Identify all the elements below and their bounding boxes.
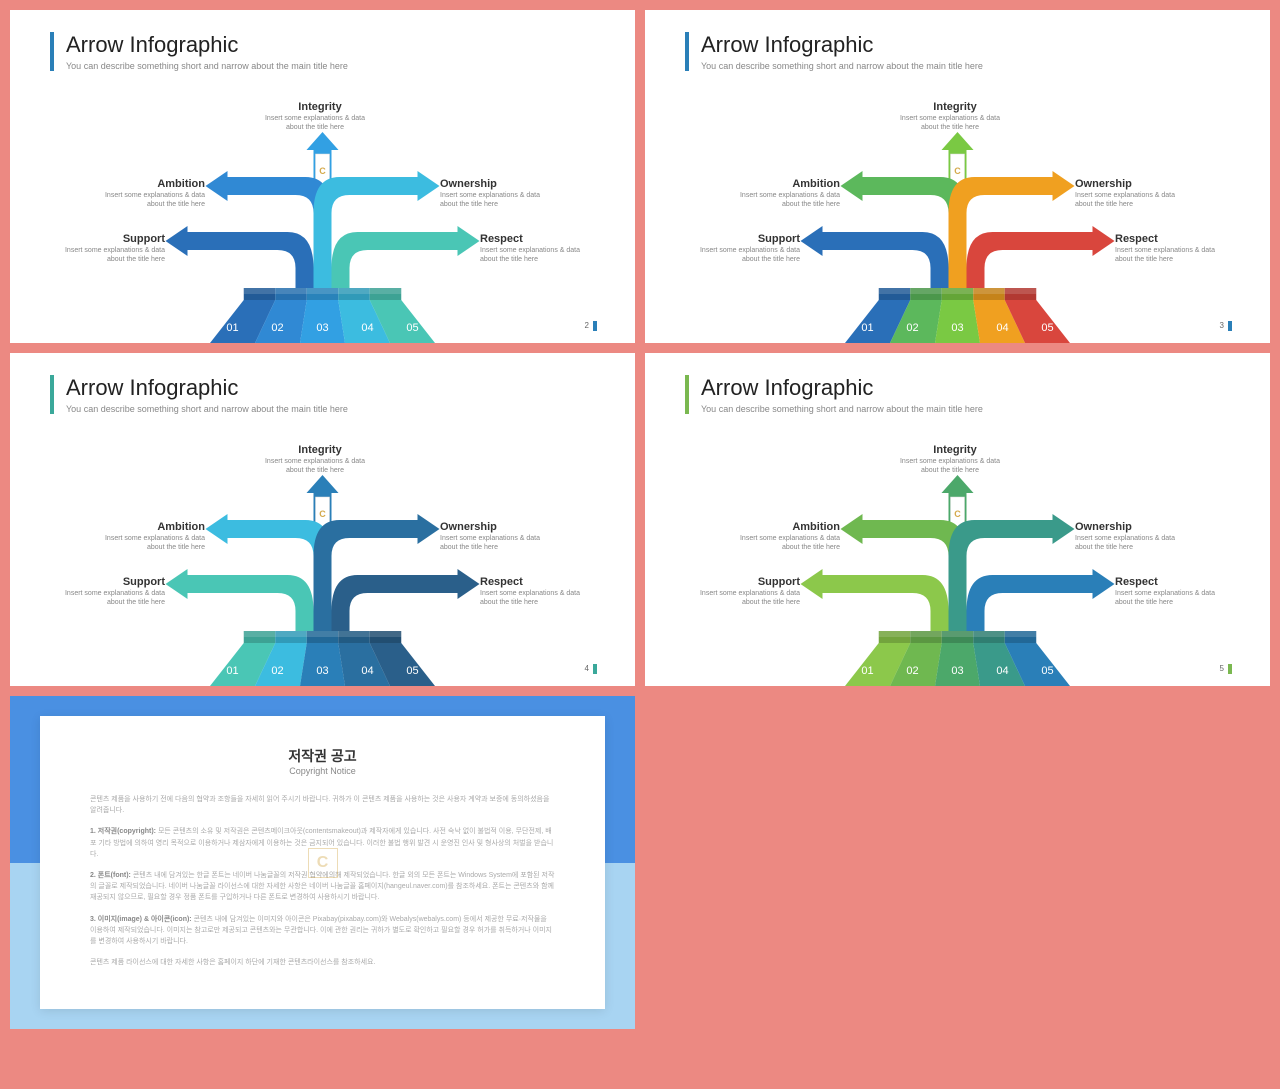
infographic-slide: Arrow Infographic You can describe somet… bbox=[10, 10, 635, 343]
label-integrity: IntegrityInsert some explanations & data… bbox=[260, 443, 380, 475]
label-respect: RespectInsert some explanations & dataab… bbox=[1115, 232, 1215, 264]
arrow-infographic-svg: C 01 02 03 04 05 bbox=[645, 353, 1270, 686]
svg-text:05: 05 bbox=[1041, 665, 1053, 677]
label-ambition: AmbitionInsert some explanations & dataa… bbox=[740, 520, 840, 552]
page-number: 4 bbox=[585, 664, 605, 674]
svg-text:04: 04 bbox=[361, 322, 373, 334]
label-integrity: IntegrityInsert some explanations & data… bbox=[260, 100, 380, 132]
svg-text:02: 02 bbox=[271, 665, 283, 677]
label-integrity: IntegrityInsert some explanations & data… bbox=[895, 443, 1015, 475]
copyright-title-en: Copyright Notice bbox=[90, 766, 555, 776]
svg-text:03: 03 bbox=[316, 322, 328, 334]
label-ambition: AmbitionInsert some explanations & dataa… bbox=[740, 177, 840, 209]
svg-text:02: 02 bbox=[271, 322, 283, 334]
label-ownership: OwnershipInsert some explanations & data… bbox=[440, 520, 540, 552]
svg-text:04: 04 bbox=[996, 665, 1008, 677]
page-number: 3 bbox=[1220, 321, 1240, 331]
label-respect: RespectInsert some explanations & dataab… bbox=[480, 575, 580, 607]
brand-icon: C bbox=[308, 848, 338, 878]
page-number: 2 bbox=[585, 321, 605, 331]
svg-text:04: 04 bbox=[996, 322, 1008, 334]
copyright-slide: 저작권 공고 Copyright Notice 콘텐츠 제품을 사용하기 전에 … bbox=[10, 696, 635, 1029]
label-ownership: OwnershipInsert some explanations & data… bbox=[1075, 520, 1175, 552]
svg-text:02: 02 bbox=[906, 322, 918, 334]
arrow-infographic-svg: C 01 02 03 04 05 bbox=[10, 10, 635, 343]
svg-text:01: 01 bbox=[226, 665, 238, 677]
label-respect: RespectInsert some explanations & dataab… bbox=[1115, 575, 1215, 607]
svg-text:04: 04 bbox=[361, 665, 373, 677]
label-ambition: AmbitionInsert some explanations & dataa… bbox=[105, 520, 205, 552]
svg-text:C: C bbox=[954, 166, 961, 176]
infographic-slide: Arrow Infographic You can describe somet… bbox=[645, 10, 1270, 343]
label-ambition: AmbitionInsert some explanations & dataa… bbox=[105, 177, 205, 209]
svg-text:01: 01 bbox=[226, 322, 238, 334]
svg-text:03: 03 bbox=[316, 665, 328, 677]
copyright-paragraph: 콘텐츠 제품을 사용하기 전에 다음의 협약과 조항들을 자세히 읽어 주시기 … bbox=[90, 794, 555, 816]
copyright-title-kr: 저작권 공고 bbox=[90, 746, 555, 766]
svg-text:C: C bbox=[319, 509, 326, 519]
arrow-infographic-svg: C 01 02 03 04 05 bbox=[10, 353, 635, 686]
slide-grid: Arrow Infographic You can describe somet… bbox=[0, 0, 1280, 1039]
label-support: SupportInsert some explanations & dataab… bbox=[65, 575, 165, 607]
label-support: SupportInsert some explanations & dataab… bbox=[700, 232, 800, 264]
empty-cell bbox=[645, 696, 1270, 1029]
infographic-slide: Arrow Infographic You can describe somet… bbox=[645, 353, 1270, 686]
svg-text:03: 03 bbox=[951, 665, 963, 677]
copyright-paragraph: 콘텐츠 제품 라이선스에 대한 자세한 사항은 홈페이지 하단에 기재한 콘텐츠… bbox=[90, 957, 555, 968]
copyright-card: 저작권 공고 Copyright Notice 콘텐츠 제품을 사용하기 전에 … bbox=[40, 716, 605, 1009]
svg-text:01: 01 bbox=[861, 322, 873, 334]
infographic-slide: Arrow Infographic You can describe somet… bbox=[10, 353, 635, 686]
svg-text:01: 01 bbox=[861, 665, 873, 677]
svg-text:C: C bbox=[319, 166, 326, 176]
svg-text:03: 03 bbox=[951, 322, 963, 334]
arrow-infographic-svg: C 01 02 03 04 05 bbox=[645, 10, 1270, 343]
svg-text:C: C bbox=[954, 509, 961, 519]
label-ownership: OwnershipInsert some explanations & data… bbox=[1075, 177, 1175, 209]
page-number: 5 bbox=[1220, 664, 1240, 674]
svg-text:05: 05 bbox=[406, 665, 418, 677]
label-respect: RespectInsert some explanations & dataab… bbox=[480, 232, 580, 264]
label-support: SupportInsert some explanations & dataab… bbox=[700, 575, 800, 607]
label-ownership: OwnershipInsert some explanations & data… bbox=[440, 177, 540, 209]
copyright-paragraph: 3. 이미지(image) & 아이콘(icon): 콘텐츠 내에 담겨있는 이… bbox=[90, 914, 555, 948]
svg-text:02: 02 bbox=[906, 665, 918, 677]
svg-text:05: 05 bbox=[406, 322, 418, 334]
svg-text:05: 05 bbox=[1041, 322, 1053, 334]
label-integrity: IntegrityInsert some explanations & data… bbox=[895, 100, 1015, 132]
label-support: SupportInsert some explanations & dataab… bbox=[65, 232, 165, 264]
